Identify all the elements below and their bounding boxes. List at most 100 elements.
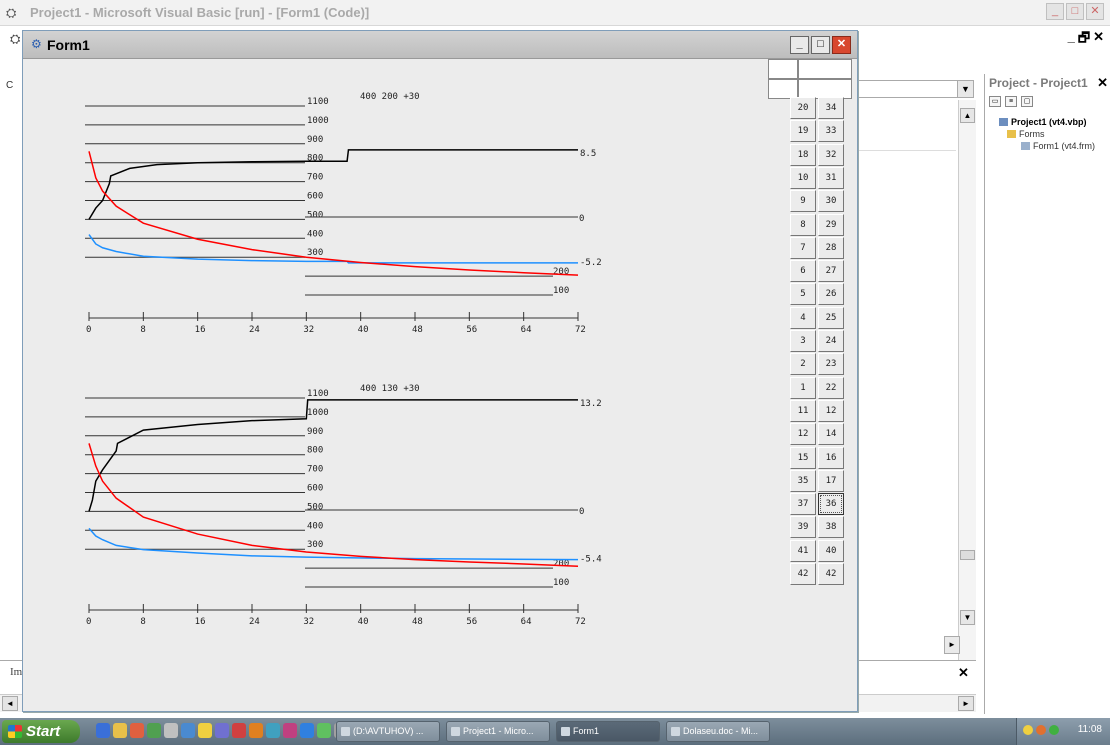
code-vertical-scrollbar[interactable]: ▲ ▼ xyxy=(958,100,976,660)
form1-maximize-button[interactable]: □ xyxy=(811,36,830,54)
number-button-40[interactable]: 40 xyxy=(818,539,844,562)
number-button-29[interactable]: 29 xyxy=(818,213,844,236)
scroll-right-arrow-icon[interactable]: ► xyxy=(944,636,960,654)
tray-icon[interactable] xyxy=(1036,725,1046,735)
code-editor[interactable] xyxy=(856,100,956,660)
quicklaunch-icon[interactable] xyxy=(232,723,246,738)
quicklaunch-icon[interactable] xyxy=(96,723,110,738)
number-button-42[interactable]: 42 xyxy=(818,563,844,585)
quicklaunch-icon[interactable] xyxy=(215,723,229,738)
level-label: 800 xyxy=(307,446,323,456)
number-button-39[interactable]: 39 xyxy=(790,516,816,539)
text-box-4[interactable] xyxy=(798,79,852,99)
number-button-20[interactable]: 20 xyxy=(790,97,816,119)
number-button-14[interactable]: 14 xyxy=(818,423,844,446)
tree-node-form1[interactable]: Form1 (vt4.frm) xyxy=(991,140,1095,152)
number-button-26[interactable]: 26 xyxy=(818,283,844,306)
taskbar-task-word[interactable]: Dolaseu.doc - Mi... xyxy=(666,721,770,742)
number-button-38[interactable]: 38 xyxy=(818,516,844,539)
number-button-1[interactable]: 1 xyxy=(790,376,816,399)
number-button-9[interactable]: 9 xyxy=(790,190,816,213)
number-button-7[interactable]: 7 xyxy=(790,236,816,259)
chevron-down-icon[interactable]: ▼ xyxy=(957,81,973,97)
view-code-icon[interactable]: ▭ xyxy=(989,96,1001,107)
number-button-6[interactable]: 6 xyxy=(790,260,816,283)
quicklaunch-icon[interactable] xyxy=(164,723,178,738)
quicklaunch-icon[interactable] xyxy=(283,723,297,738)
number-button-30[interactable]: 30 xyxy=(818,190,844,213)
close-button[interactable]: ✕ xyxy=(1086,3,1104,20)
number-button-8[interactable]: 8 xyxy=(790,213,816,236)
project-explorer-close-icon[interactable]: ✕ xyxy=(1097,75,1108,90)
vb-app-icon: ⛭ xyxy=(6,5,17,20)
minimize-button[interactable]: _ xyxy=(1046,3,1064,20)
maximize-button[interactable]: □ xyxy=(1066,3,1084,20)
number-button-17[interactable]: 17 xyxy=(818,469,844,492)
tray-icon[interactable] xyxy=(1049,725,1059,735)
number-button-24[interactable]: 24 xyxy=(818,330,844,352)
chart2-title: 400 130 +30 xyxy=(360,384,420,394)
number-button-5[interactable]: 5 xyxy=(790,283,816,306)
number-button-10[interactable]: 10 xyxy=(790,166,816,189)
quicklaunch-icon[interactable] xyxy=(130,723,144,738)
mdi-close-button[interactable]: ✕ xyxy=(1093,29,1104,44)
number-button-31[interactable]: 31 xyxy=(818,166,844,189)
number-button-37[interactable]: 37 xyxy=(790,493,816,516)
quicklaunch-icon[interactable] xyxy=(249,723,263,738)
number-button-4[interactable]: 4 xyxy=(790,306,816,329)
quicklaunch-icon[interactable] xyxy=(113,723,127,738)
start-button[interactable]: Start xyxy=(2,720,80,743)
number-button-41[interactable]: 41 xyxy=(790,539,816,562)
number-button-28[interactable]: 28 xyxy=(818,236,844,259)
scroll-left-arrow-icon[interactable]: ◄ xyxy=(2,696,18,711)
form1-close-button[interactable]: ✕ xyxy=(832,36,851,54)
number-button-33[interactable]: 33 xyxy=(818,120,844,143)
taskbar-task-vb[interactable]: Project1 - Micro... xyxy=(446,721,550,742)
number-button-25[interactable]: 25 xyxy=(818,306,844,329)
quicklaunch-icon[interactable] xyxy=(266,723,280,738)
number-button-42[interactable]: 42 xyxy=(790,563,816,585)
text-box-1[interactable] xyxy=(768,59,798,79)
immediate-close-icon[interactable]: ✕ xyxy=(958,665,969,680)
scroll-thumb[interactable] xyxy=(960,550,975,560)
quicklaunch-icon[interactable] xyxy=(317,723,331,738)
number-button-3[interactable]: 3 xyxy=(790,330,816,352)
scroll-down-arrow-icon[interactable]: ▼ xyxy=(960,610,975,625)
text-box-2[interactable] xyxy=(798,59,852,79)
toggle-folders-icon[interactable]: ▢ xyxy=(1021,96,1033,107)
number-button-12[interactable]: 12 xyxy=(818,399,844,422)
tray-icon[interactable] xyxy=(1023,725,1033,735)
number-button-16[interactable]: 16 xyxy=(818,446,844,469)
tree-node-forms[interactable]: Forms xyxy=(991,128,1095,140)
number-button-22[interactable]: 22 xyxy=(818,376,844,399)
mdi-restore-button[interactable]: 🗗 xyxy=(1077,30,1091,45)
number-button-23[interactable]: 23 xyxy=(818,353,844,376)
number-button-34[interactable]: 34 xyxy=(818,97,844,119)
form1-minimize-button[interactable]: _ xyxy=(790,36,809,54)
scroll-up-arrow-icon[interactable]: ▲ xyxy=(960,108,975,123)
number-button-15[interactable]: 15 xyxy=(790,446,816,469)
level-label: 100 xyxy=(553,286,569,296)
number-button-2[interactable]: 2 xyxy=(790,353,816,376)
mdi-minimize-button[interactable]: _ xyxy=(1067,29,1075,44)
number-button-11[interactable]: 11 xyxy=(790,399,816,422)
number-button-12[interactable]: 12 xyxy=(790,423,816,446)
level-label: 200 xyxy=(553,559,569,569)
taskbar-task-form1[interactable]: Form1 xyxy=(556,721,660,742)
number-button-19[interactable]: 19 xyxy=(790,120,816,143)
text-box-3[interactable] xyxy=(768,79,798,99)
quicklaunch-icon[interactable] xyxy=(181,723,195,738)
number-button-32[interactable]: 32 xyxy=(818,143,844,166)
number-button-18[interactable]: 18 xyxy=(790,143,816,166)
taskbar-task-explorer[interactable]: (D:\AVTUHOV) ... xyxy=(336,721,440,742)
tree-node-project[interactable]: Project1 (vt4.vbp) xyxy=(991,116,1095,128)
number-button-27[interactable]: 27 xyxy=(818,260,844,283)
procedure-combo[interactable]: ▼ xyxy=(856,80,974,98)
quicklaunch-icon[interactable] xyxy=(198,723,212,738)
quicklaunch-icon[interactable] xyxy=(147,723,161,738)
quicklaunch-icon[interactable] xyxy=(300,723,314,738)
scroll-right-arrow-icon[interactable]: ► xyxy=(958,696,974,711)
number-button-36[interactable]: 36 xyxy=(818,493,844,516)
number-button-35[interactable]: 35 xyxy=(790,469,816,492)
view-object-icon[interactable]: ≡ xyxy=(1005,96,1017,107)
